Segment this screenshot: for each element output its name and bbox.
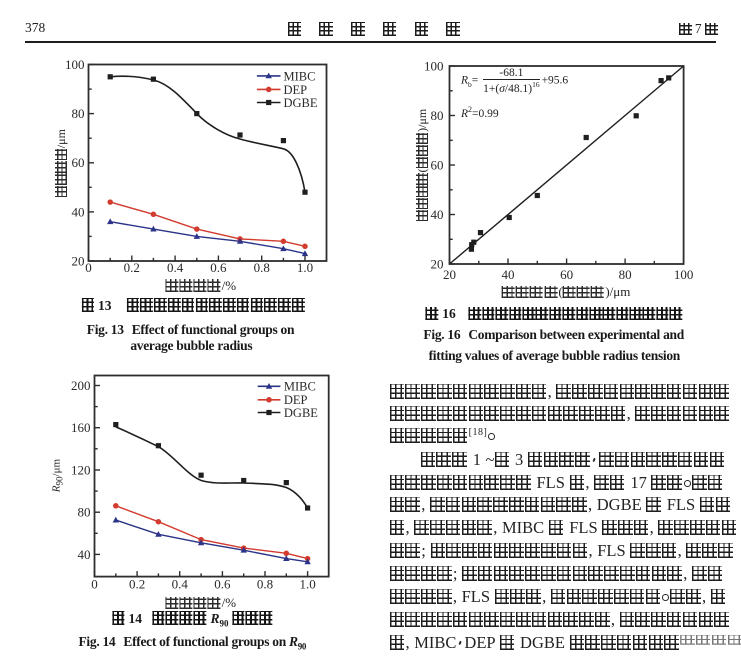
svg-text:20: 20 bbox=[443, 267, 456, 282]
svg-text:80: 80 bbox=[619, 267, 632, 282]
svg-text:0.2: 0.2 bbox=[129, 577, 145, 592]
svg-text:60: 60 bbox=[431, 157, 444, 172]
svg-text:0.6: 0.6 bbox=[210, 260, 227, 275]
svg-text:DGBE: DGBE bbox=[284, 96, 318, 110]
svg-text:40: 40 bbox=[78, 547, 91, 562]
svg-text:0.6: 0.6 bbox=[214, 577, 231, 592]
svg-text:60: 60 bbox=[560, 267, 573, 282]
svg-text:0.2: 0.2 bbox=[124, 260, 140, 275]
svg-text:80: 80 bbox=[431, 108, 444, 123]
svg-text:120: 120 bbox=[71, 462, 91, 477]
svg-text:40: 40 bbox=[72, 204, 85, 219]
svg-text:1.0: 1.0 bbox=[299, 577, 315, 592]
svg-text:MIBC: MIBC bbox=[284, 380, 316, 394]
svg-text:DGBE: DGBE bbox=[284, 406, 318, 420]
svg-text:MIBC: MIBC bbox=[284, 69, 316, 83]
svg-text:60: 60 bbox=[72, 155, 85, 170]
svg-text:20: 20 bbox=[431, 256, 444, 271]
svg-text:80: 80 bbox=[78, 505, 91, 520]
svg-text:0: 0 bbox=[85, 260, 92, 275]
svg-text:160: 160 bbox=[71, 420, 91, 435]
svg-text:0.4: 0.4 bbox=[167, 260, 184, 275]
svg-text:0.8: 0.8 bbox=[254, 260, 270, 275]
svg-text:40: 40 bbox=[502, 267, 515, 282]
svg-text:80: 80 bbox=[72, 106, 85, 121]
svg-text:100: 100 bbox=[674, 267, 694, 282]
svg-text:100: 100 bbox=[424, 58, 444, 73]
svg-text:100: 100 bbox=[65, 57, 85, 72]
svg-text:40: 40 bbox=[431, 207, 444, 222]
svg-text:DEP: DEP bbox=[284, 83, 308, 97]
svg-text:0: 0 bbox=[91, 577, 98, 592]
svg-text:0.8: 0.8 bbox=[257, 577, 273, 592]
svg-text:0.4: 0.4 bbox=[172, 577, 189, 592]
svg-text:20: 20 bbox=[72, 253, 85, 268]
svg-text:DEP: DEP bbox=[284, 393, 308, 407]
svg-text:1.0: 1.0 bbox=[297, 260, 313, 275]
svg-text:200: 200 bbox=[71, 378, 91, 393]
